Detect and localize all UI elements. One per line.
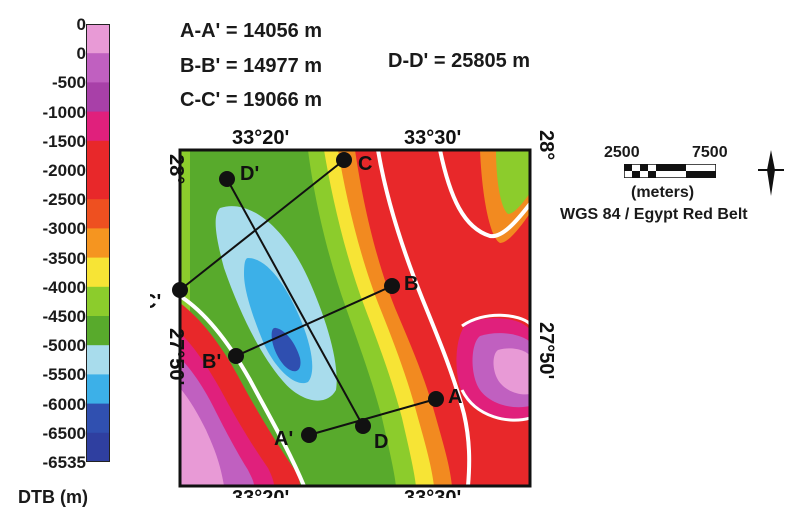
coord-bottom-2: 33°30' (404, 487, 461, 498)
legend-label: -6535 (42, 453, 86, 472)
distance-dd: D-D' = 25805 m (388, 50, 531, 72)
legend-swatch (86, 374, 110, 405)
legend-swatch (86, 199, 110, 229)
legend-swatch (86, 111, 110, 142)
distance-cc: C-C' = 19066 m (180, 89, 323, 111)
coord-bottom-1: 33°20' (232, 487, 289, 498)
point-c-prime (172, 282, 188, 298)
legend-label: -2000 (42, 161, 86, 180)
legend-unit-label: DTB (m) (18, 487, 88, 507)
legend-swatch (86, 24, 110, 54)
legend-swatch (86, 257, 110, 288)
scale-unit: (meters) (631, 184, 695, 201)
distance-aa: A-A' = 14056 m (180, 20, 323, 42)
legend-swatch (86, 140, 110, 171)
point-label-b-prime: B' (202, 351, 221, 373)
point-label-d: D (374, 431, 388, 453)
legend-swatch (86, 403, 110, 434)
legend-label: -3500 (42, 248, 86, 268)
distance-bb: B-B' = 14977 m (180, 55, 323, 77)
legend-swatch (86, 345, 110, 375)
point-label-a-prime: A' (274, 428, 293, 450)
legend-label: -2500 (42, 190, 86, 210)
depth-map: A A' B B' C C' D D' 33°20' 33°30' 33°20'… (150, 127, 557, 498)
legend-label: -4000 (42, 277, 86, 297)
point-label-b: B (404, 273, 418, 295)
legend-swatch (86, 432, 110, 462)
point-a-prime (301, 427, 317, 443)
legend-label: -6500 (42, 423, 86, 443)
map-frame (178, 148, 532, 488)
point-label-a: A (448, 386, 462, 408)
legend-label: 0 (76, 15, 86, 34)
scale-datum: WGS 84 / Egypt Red Belt (560, 206, 748, 223)
profile-line-bb (235, 285, 393, 357)
legend-label: -3000 (42, 219, 86, 239)
legend-swatch (86, 82, 110, 113)
legend-label: -4500 (42, 307, 86, 326)
point-d-prime (219, 171, 235, 187)
coord-left-top: 28° (165, 154, 187, 184)
legend-swatch (86, 316, 110, 346)
legend-swatch (86, 170, 110, 200)
profile-lines (179, 159, 437, 436)
point-b-prime (228, 348, 244, 364)
profile-line-cc (179, 159, 345, 291)
coord-left-mid: 27°50' (165, 328, 187, 385)
coord-right-top: 28° (535, 130, 557, 160)
legend-label: -1500 (42, 131, 86, 151)
point-a (428, 391, 444, 407)
legend-label: -5000 (42, 336, 86, 356)
point-b (384, 278, 400, 294)
depth-contours (180, 150, 530, 486)
legend-swatch (86, 286, 110, 317)
scale-left-value: 2500 (604, 144, 640, 161)
north-arrow-icon (758, 150, 784, 196)
point-label-d-prime: D' (240, 163, 259, 185)
scale-right-value: 7500 (692, 144, 728, 161)
point-c (336, 152, 352, 168)
legend-label: 0 (76, 44, 86, 64)
legend-label: -6000 (42, 394, 86, 414)
coord-top-1: 33°20' (232, 127, 289, 149)
profile-line-dd (226, 178, 364, 427)
legend-swatch (86, 228, 110, 259)
legend-label: -1000 (42, 102, 86, 122)
legend-swatch (86, 53, 110, 83)
point-label-c-prime: C' (150, 291, 161, 313)
profile-line-aa (308, 398, 437, 436)
coord-right-mid: 27°50' (535, 322, 557, 379)
legend-colorbar (86, 24, 110, 462)
scale-bar (624, 164, 716, 178)
legend-label: -5500 (42, 365, 86, 385)
legend-label: -500 (51, 73, 86, 93)
point-label-c: C (358, 153, 372, 175)
coord-top-2: 33°30' (404, 127, 461, 149)
point-d (355, 418, 371, 434)
